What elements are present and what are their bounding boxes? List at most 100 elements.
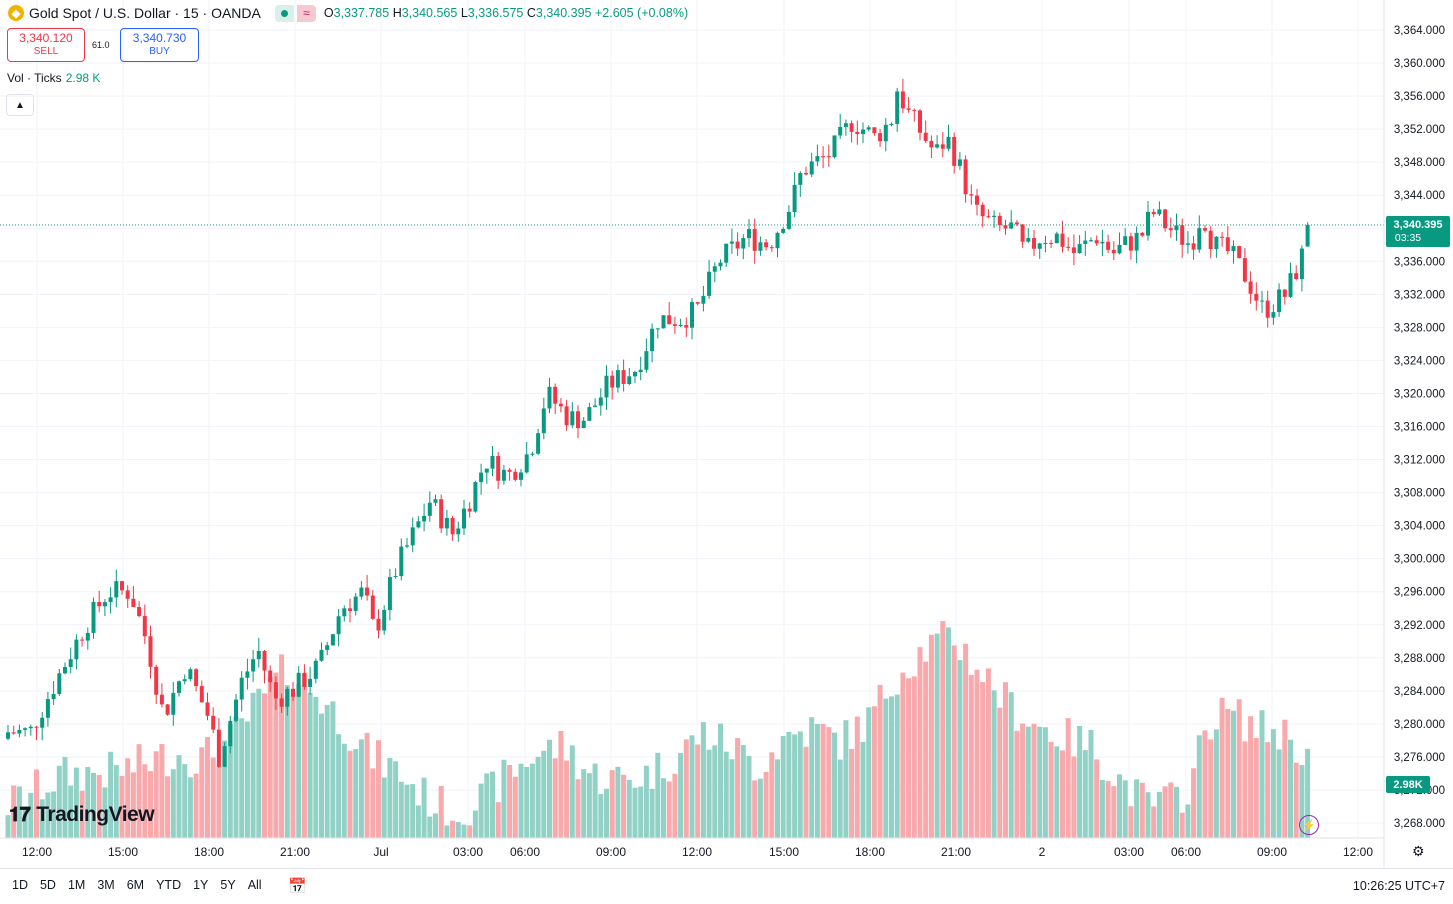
candle-body bbox=[1089, 240, 1093, 241]
volume-bar bbox=[593, 764, 598, 838]
candle-body bbox=[160, 695, 164, 705]
volume-bar bbox=[741, 745, 746, 838]
status-pill[interactable]: ≈ bbox=[275, 5, 316, 22]
volume-bar bbox=[798, 731, 803, 838]
volume-bar bbox=[1100, 780, 1105, 838]
candle-body bbox=[131, 599, 135, 607]
volume-bar bbox=[1225, 709, 1230, 838]
range-1m[interactable]: 1M bbox=[68, 878, 85, 892]
candle-body bbox=[337, 616, 341, 634]
candle-body bbox=[171, 693, 175, 715]
volume-legend[interactable]: Vol · Ticks 2.98 K bbox=[7, 71, 100, 85]
candle-body bbox=[46, 699, 50, 718]
candle-body bbox=[428, 503, 432, 516]
price-chart[interactable]: 3,268.0003,272.0003,276.0003,280.0003,28… bbox=[0, 0, 1453, 903]
volume-bar bbox=[610, 770, 615, 838]
price-tick-label: 3,284.000 bbox=[1394, 686, 1445, 698]
volume-bar bbox=[952, 645, 957, 838]
time-tick-label: 18:00 bbox=[194, 845, 224, 859]
volume-bar bbox=[1117, 774, 1122, 838]
candle-body bbox=[855, 132, 859, 134]
candle-body bbox=[1220, 237, 1224, 238]
candle-body bbox=[120, 581, 124, 590]
candle-body bbox=[964, 159, 968, 194]
sell-label: SELL bbox=[34, 45, 58, 58]
candle-body bbox=[1015, 222, 1019, 224]
candle-body bbox=[804, 173, 808, 174]
range-6m[interactable]: 6M bbox=[127, 878, 144, 892]
candle-body bbox=[570, 411, 574, 425]
range-5d[interactable]: 5D bbox=[40, 878, 56, 892]
volume-bar bbox=[1043, 727, 1048, 838]
candle-body bbox=[348, 608, 352, 611]
symbol-title[interactable]: Gold Spot / U.S. Dollar · 15 · OANDA bbox=[29, 5, 261, 21]
volume-bar bbox=[775, 759, 780, 838]
range-ytd[interactable]: YTD bbox=[156, 878, 181, 892]
candle-body bbox=[890, 124, 894, 125]
volume-bar bbox=[1026, 727, 1031, 838]
clock-readout[interactable]: 10:26:25 UTC+7 bbox=[1353, 879, 1445, 893]
candle-body bbox=[434, 499, 438, 503]
buy-button[interactable]: 3,340.730 BUY bbox=[120, 28, 199, 62]
candle-body bbox=[872, 127, 876, 133]
volume-bar bbox=[633, 788, 638, 838]
settings-gear-icon[interactable]: ⚙ bbox=[1412, 843, 1425, 860]
candle-body bbox=[228, 721, 232, 746]
volume-bar bbox=[1049, 742, 1054, 838]
candle-body bbox=[257, 651, 261, 659]
volume-bar bbox=[1071, 756, 1076, 838]
range-5y[interactable]: 5Y bbox=[220, 878, 235, 892]
range-1y[interactable]: 1Y bbox=[193, 878, 208, 892]
volume-bar bbox=[1111, 786, 1116, 838]
chevron-up-icon: ▲ bbox=[15, 100, 25, 111]
range-all[interactable]: All bbox=[248, 878, 262, 892]
candle-body bbox=[1163, 209, 1167, 228]
candle-body bbox=[1038, 243, 1042, 248]
candle-body bbox=[149, 636, 153, 667]
calendar-icon[interactable]: 📅 bbox=[288, 877, 307, 895]
candle-body bbox=[844, 123, 848, 127]
time-axis: 12:00 15:00 18:00 21:00 Jul 03:00 06:00 09:00 12… bbox=[0, 838, 1384, 859]
volume-bar bbox=[239, 718, 244, 838]
candle-body bbox=[456, 528, 460, 534]
volume-bar bbox=[159, 744, 164, 838]
collapse-legend-button[interactable]: ▲ bbox=[6, 94, 34, 116]
volume-bar bbox=[923, 662, 928, 838]
range-1d[interactable]: 1D bbox=[12, 878, 28, 892]
candle-body bbox=[206, 702, 210, 715]
range-3m[interactable]: 3M bbox=[97, 878, 114, 892]
volume-bars bbox=[6, 621, 1311, 838]
sell-button[interactable]: 3,340.120 SELL bbox=[7, 28, 85, 62]
candle-body bbox=[981, 205, 985, 216]
volume-bar bbox=[553, 758, 558, 838]
candle-body bbox=[542, 408, 546, 433]
candle-body bbox=[907, 108, 911, 109]
countdown-value: 03:35 bbox=[1395, 232, 1421, 244]
volume-bar bbox=[302, 674, 307, 838]
volume-bar bbox=[786, 732, 791, 838]
tradingview-logo[interactable]: 𝟏𝟕 TradingView bbox=[9, 803, 154, 827]
volume-bar bbox=[878, 685, 883, 838]
ohlc-values: O3,337.785 H3,340.565 L3,336.575 C3,340.… bbox=[324, 6, 688, 20]
volume-bar bbox=[165, 776, 170, 838]
volume-bar bbox=[473, 811, 478, 838]
volume-bar bbox=[262, 693, 267, 838]
volume-bar bbox=[1191, 768, 1196, 838]
candle-body bbox=[781, 229, 785, 233]
volume-bar bbox=[1163, 786, 1168, 838]
lightning-icon[interactable]: ⚡ bbox=[1299, 815, 1319, 835]
candle-body bbox=[1232, 246, 1236, 251]
price-tick-label: 3,356.000 bbox=[1394, 91, 1445, 103]
volume-bar bbox=[439, 786, 444, 838]
volume-bar bbox=[1060, 750, 1065, 838]
price-tick-label: 3,304.000 bbox=[1394, 521, 1445, 533]
volume-bar bbox=[416, 805, 421, 838]
candle-body bbox=[952, 137, 956, 166]
volume-bar bbox=[359, 739, 364, 838]
candle-body bbox=[798, 173, 802, 185]
volume-bar bbox=[1271, 729, 1276, 838]
volume-bar bbox=[462, 825, 467, 838]
candle-body bbox=[6, 732, 10, 738]
candle-body bbox=[308, 679, 312, 687]
high-label: H bbox=[393, 6, 402, 20]
